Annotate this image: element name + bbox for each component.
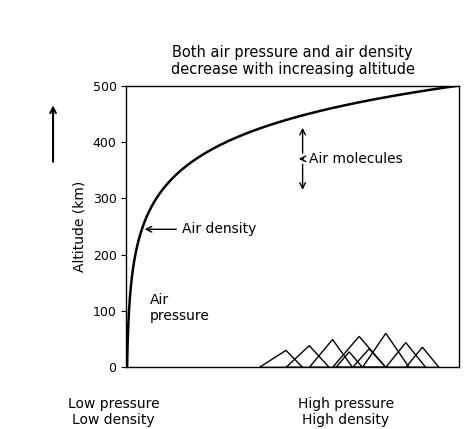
- Y-axis label: Altitude (km): Altitude (km): [73, 181, 87, 272]
- Text: Air molecules: Air molecules: [301, 152, 403, 166]
- Text: Low pressure
Low density: Low pressure Low density: [68, 397, 160, 427]
- Text: High pressure
High density: High pressure High density: [298, 397, 394, 427]
- Title: Both air pressure and air density
decrease with increasing altitude: Both air pressure and air density decrea…: [171, 45, 415, 77]
- Text: Air density: Air density: [146, 222, 256, 236]
- Text: Air
pressure: Air pressure: [150, 293, 210, 323]
